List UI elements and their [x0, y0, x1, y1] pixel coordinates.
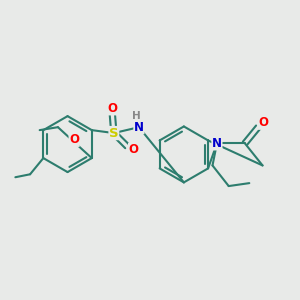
Text: O: O [107, 102, 117, 115]
Text: S: S [109, 127, 119, 140]
Text: H: H [132, 111, 141, 121]
Text: N: N [212, 137, 222, 150]
Text: O: O [129, 143, 139, 156]
Text: O: O [258, 116, 268, 129]
Text: N: N [134, 121, 144, 134]
Text: O: O [69, 133, 79, 146]
